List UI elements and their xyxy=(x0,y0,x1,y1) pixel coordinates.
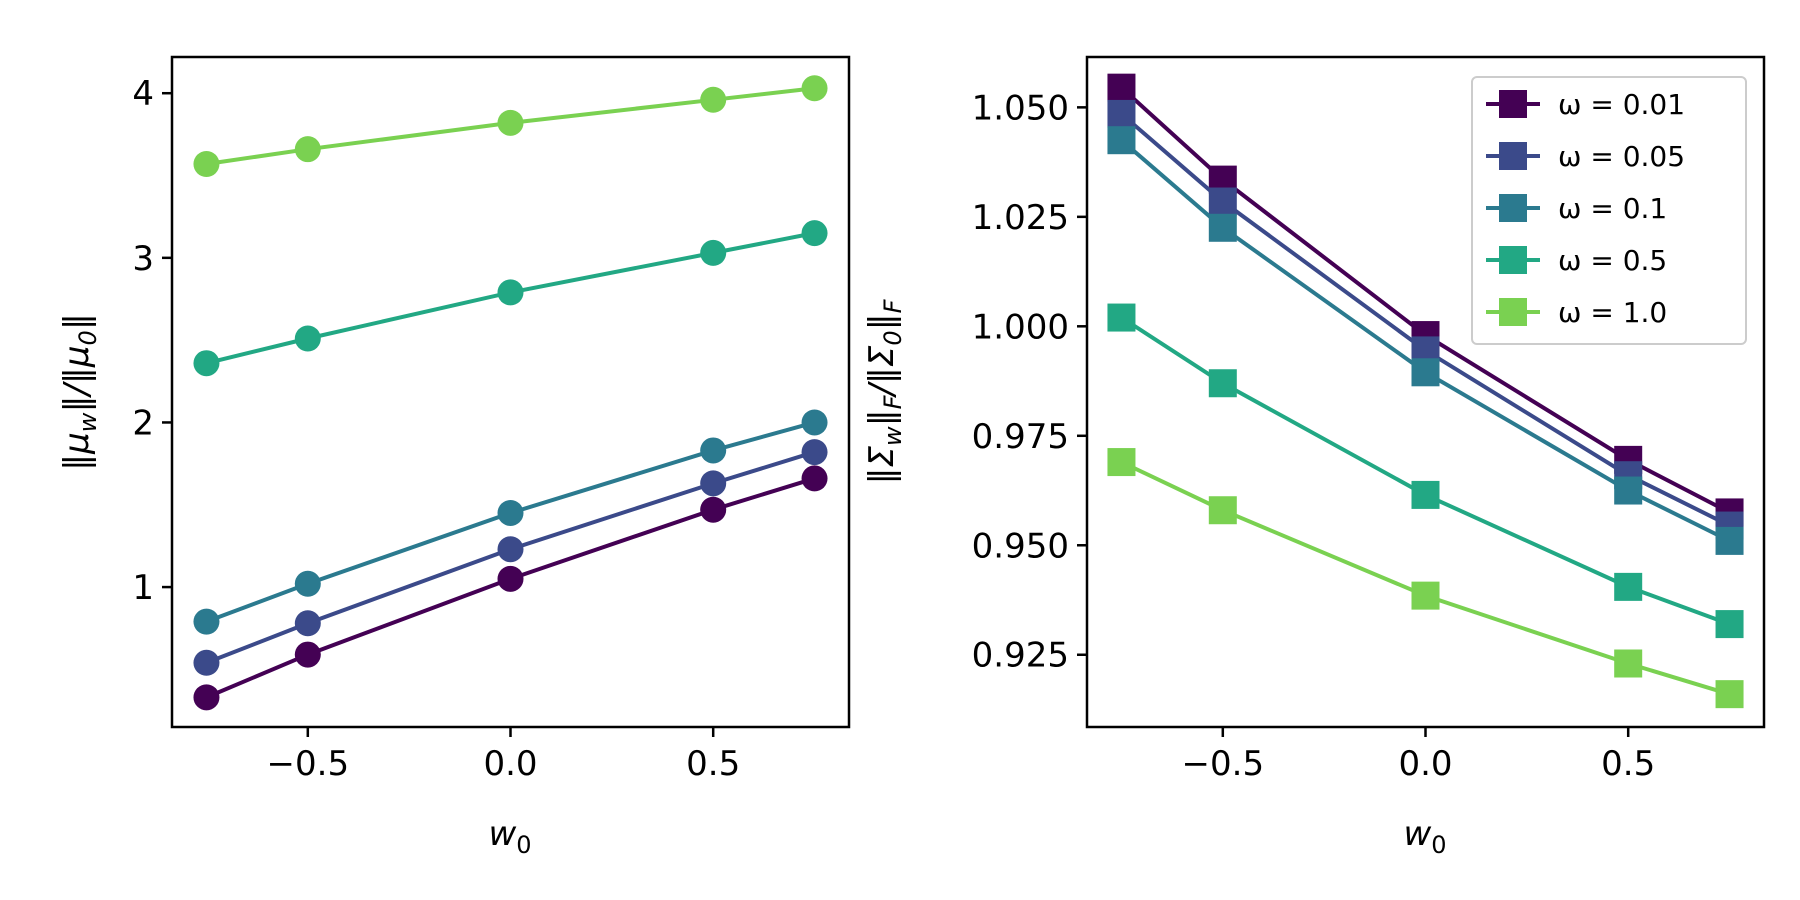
left-data-point xyxy=(700,437,727,464)
right-y-tick-label: 0.975 xyxy=(972,417,1069,457)
left-y-tick-label: 4 xyxy=(132,74,154,114)
left-data-point xyxy=(193,151,220,178)
right-y-axis-label: ‖Σw‖F/‖Σ0‖F xyxy=(862,298,907,484)
left-data-point xyxy=(700,86,727,113)
right-data-point xyxy=(1715,610,1744,639)
right-data-point xyxy=(1715,526,1744,555)
right-series-group xyxy=(1107,73,1744,709)
right-data-point xyxy=(1208,496,1237,525)
left-data-point xyxy=(294,325,321,352)
right-x-tick-label: −0.5 xyxy=(1182,744,1265,784)
left-data-point xyxy=(193,684,220,711)
left-y-tick-label: 3 xyxy=(132,239,154,279)
left-x-tick-label: 0.0 xyxy=(483,744,537,784)
legend-marker xyxy=(1499,90,1527,118)
left-data-point xyxy=(294,136,321,163)
legend-marker xyxy=(1499,298,1527,326)
left-data-point xyxy=(193,608,220,635)
left-series-group xyxy=(193,75,828,711)
left-data-point xyxy=(700,496,727,523)
left-data-point xyxy=(700,470,727,497)
right-data-point xyxy=(1208,213,1237,242)
left-y-axis-label: ‖μw‖/‖μ0‖ xyxy=(57,313,102,471)
left-data-point xyxy=(700,239,727,266)
left-x-tick-label: 0.5 xyxy=(686,744,740,784)
legend-marker xyxy=(1499,142,1527,170)
left-plot-frame xyxy=(170,55,851,729)
right-data-point xyxy=(1107,73,1136,102)
left-data-point xyxy=(801,409,828,436)
right-x-tick-label: 0.0 xyxy=(1398,744,1452,784)
left-data-point xyxy=(193,350,220,377)
right-y-tick-label: 1.025 xyxy=(972,198,1069,238)
left-data-point xyxy=(294,610,321,637)
right-data-point xyxy=(1715,680,1744,709)
legend-label: ω = 0.5 xyxy=(1558,244,1667,277)
right-data-point xyxy=(1614,649,1643,678)
left-x-tick-label: −0.5 xyxy=(267,744,350,784)
right-x-tick-label: 0.5 xyxy=(1601,744,1655,784)
right-data-point xyxy=(1107,126,1136,155)
left-axis-ticks: −0.5 0.0 0.5 1 2 3 4 xyxy=(132,74,740,784)
legend-marker xyxy=(1499,246,1527,274)
legend-label: ω = 0.01 xyxy=(1558,88,1685,121)
right-data-point xyxy=(1411,581,1440,610)
right-data-point xyxy=(1107,303,1136,332)
right-chart-panel: −0.5 0.0 0.5 0.925 0.950 0.975 1.000 1.025 1.050… xyxy=(862,55,1766,859)
right-data-point xyxy=(1208,187,1237,216)
right-y-tick-label: 0.950 xyxy=(972,526,1069,566)
right-data-point xyxy=(1411,480,1440,509)
left-data-point xyxy=(497,536,524,563)
left-data-point xyxy=(193,649,220,676)
right-data-point xyxy=(1208,369,1237,398)
left-y-tick-label: 1 xyxy=(132,568,154,608)
right-y-tick-label: 1.050 xyxy=(972,88,1069,128)
right-data-point xyxy=(1107,448,1136,477)
left-x-axis-label: w0 xyxy=(488,814,531,859)
left-data-point xyxy=(801,465,828,492)
right-x-axis-label: w0 xyxy=(1403,814,1446,859)
right-y-tick-label: 1.000 xyxy=(972,307,1069,347)
left-data-point xyxy=(497,279,524,306)
legend-label: ω = 0.1 xyxy=(1558,192,1667,225)
left-y-tick-label: 2 xyxy=(132,403,154,443)
left-data-point xyxy=(294,641,321,668)
left-data-point xyxy=(497,499,524,526)
right-axis-ticks: −0.5 0.0 0.5 0.925 0.950 0.975 1.000 1.025 1.050 xyxy=(972,88,1656,784)
left-chart-panel: −0.5 0.0 0.5 1 2 3 4 w0 ‖μw‖/‖μ0‖ xyxy=(57,55,851,859)
right-data-point xyxy=(1411,358,1440,387)
legend-label: ω = 0.05 xyxy=(1558,140,1685,173)
left-data-point xyxy=(497,109,524,136)
legend-marker xyxy=(1499,194,1527,222)
legend: ω = 0.01 ω = 0.05 ω = 0.1 ω = 0.5 ω = 1.0 xyxy=(1471,76,1747,345)
legend-box xyxy=(1471,76,1747,345)
left-data-point xyxy=(294,570,321,597)
right-data-point xyxy=(1614,572,1643,601)
left-data-point xyxy=(801,220,828,247)
right-y-tick-label: 0.925 xyxy=(972,636,1069,676)
right-data-point xyxy=(1107,99,1136,128)
left-data-point xyxy=(497,565,524,592)
left-data-point xyxy=(801,439,828,466)
left-data-point xyxy=(801,75,828,102)
right-data-point xyxy=(1614,476,1643,505)
legend-label: ω = 1.0 xyxy=(1558,296,1667,329)
